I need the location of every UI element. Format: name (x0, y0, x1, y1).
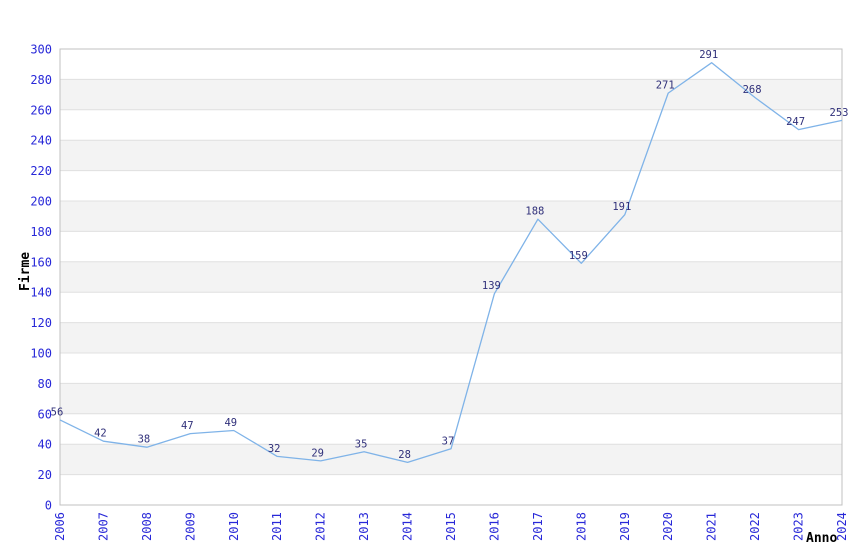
svg-text:240: 240 (30, 134, 52, 148)
svg-text:42: 42 (94, 428, 107, 440)
svg-text:180: 180 (30, 225, 52, 239)
svg-text:28: 28 (398, 449, 411, 461)
svg-text:47: 47 (181, 420, 194, 432)
svg-text:2009: 2009 (183, 512, 197, 541)
svg-text:2022: 2022 (748, 512, 762, 541)
svg-text:49: 49 (224, 417, 237, 429)
svg-text:2006: 2006 (53, 512, 67, 541)
svg-text:80: 80 (38, 377, 52, 391)
data-line (59, 62, 843, 464)
plot-border (59, 48, 843, 506)
svg-text:160: 160 (30, 255, 52, 269)
data-point-labels: 56 42 38 47 49 32 29 35 28 37 139 188 159 191 271 291 26… (51, 49, 849, 461)
svg-text:2024: 2024 (835, 512, 849, 541)
svg-text:271: 271 (656, 80, 675, 92)
svg-text:2017: 2017 (531, 512, 545, 541)
svg-text:2011: 2011 (270, 512, 284, 541)
svg-text:268: 268 (743, 84, 762, 96)
svg-text:29: 29 (311, 447, 324, 459)
svg-text:188: 188 (525, 206, 544, 218)
svg-text:2007: 2007 (96, 512, 110, 541)
svg-text:2016: 2016 (487, 512, 501, 541)
svg-text:260: 260 (30, 103, 52, 117)
svg-text:220: 220 (30, 164, 52, 178)
grid-lines (60, 78, 842, 476)
svg-text:0: 0 (45, 499, 52, 513)
svg-text:247: 247 (786, 116, 805, 128)
svg-text:2015: 2015 (444, 512, 458, 541)
svg-text:2019: 2019 (618, 512, 632, 541)
svg-text:2020: 2020 (661, 512, 675, 541)
y-axis-title: Firme (18, 251, 33, 291)
svg-text:100: 100 (30, 347, 52, 361)
svg-text:38: 38 (138, 434, 151, 446)
y-axis-tick-labels: 0 20 40 60 80 100 120 140 160 180 200 220 240 260 280 3… (30, 43, 52, 513)
svg-text:2023: 2023 (792, 512, 806, 541)
svg-text:35: 35 (355, 438, 368, 450)
svg-text:2021: 2021 (705, 512, 719, 541)
svg-text:2014: 2014 (401, 512, 415, 541)
svg-text:2012: 2012 (314, 512, 328, 541)
svg-text:60: 60 (38, 407, 52, 421)
svg-text:37: 37 (442, 435, 455, 447)
svg-text:291: 291 (699, 49, 718, 61)
svg-text:2010: 2010 (227, 512, 241, 541)
x-axis-tick-labels: 2006 2007 2008 2009 2010 2011 2012 2013 2014 2015… (53, 512, 849, 541)
svg-text:120: 120 (30, 316, 52, 330)
svg-text:40: 40 (38, 438, 52, 452)
svg-text:139: 139 (482, 280, 501, 292)
svg-text:159: 159 (569, 250, 588, 262)
svg-text:200: 200 (30, 195, 52, 209)
svg-text:280: 280 (30, 73, 52, 87)
svg-text:56: 56 (51, 406, 64, 418)
svg-text:300: 300 (30, 43, 52, 57)
grid-bands (60, 79, 842, 475)
svg-text:191: 191 (612, 201, 631, 213)
svg-text:32: 32 (268, 443, 281, 455)
svg-text:2013: 2013 (357, 512, 371, 541)
svg-text:253: 253 (830, 107, 849, 119)
svg-text:2018: 2018 (574, 512, 588, 541)
svg-text:20: 20 (38, 468, 52, 482)
svg-text:140: 140 (30, 286, 52, 300)
x-axis-title: Anno (806, 531, 838, 546)
svg-text:2008: 2008 (140, 512, 154, 541)
